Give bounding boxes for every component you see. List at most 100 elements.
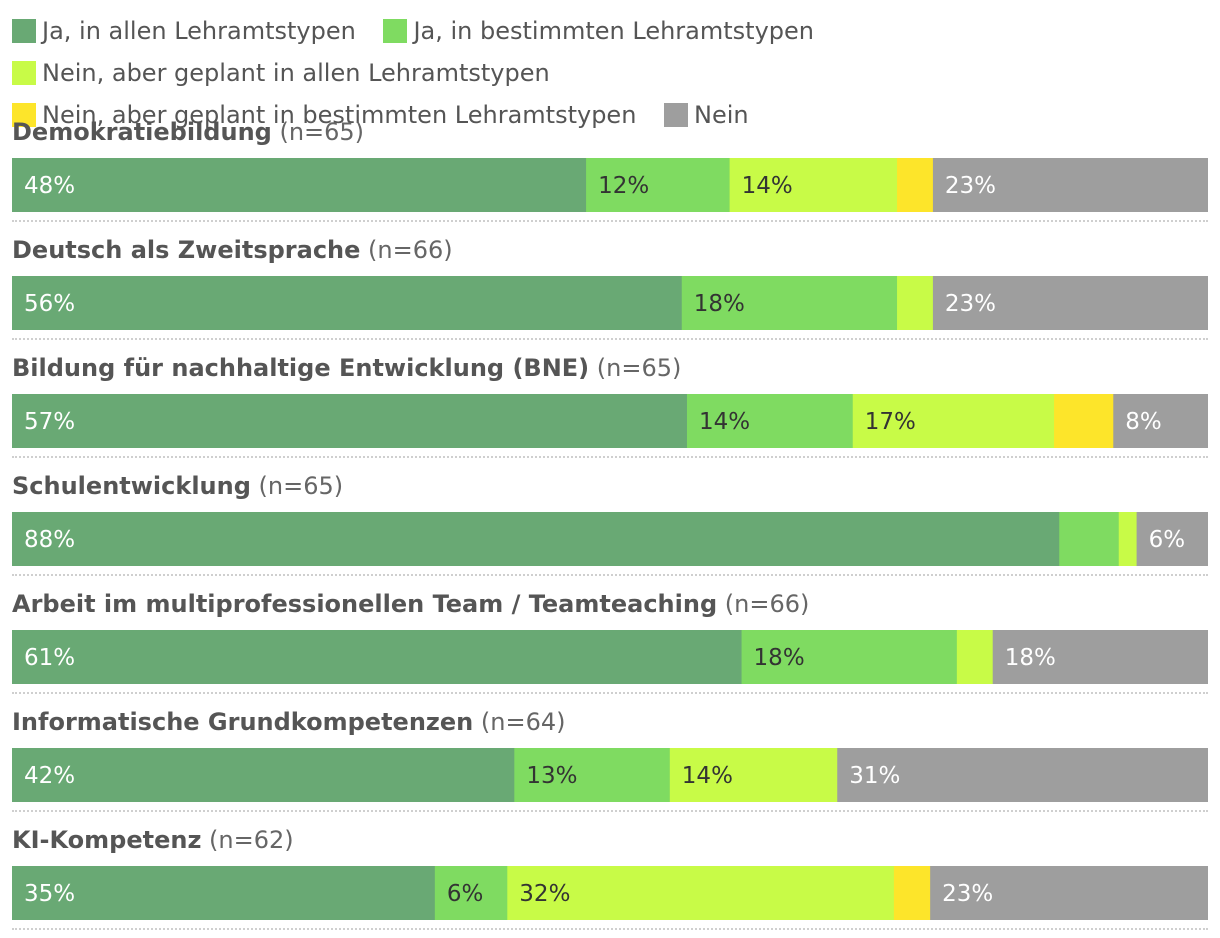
row-title: Informatische Grundkompetenzen (n=64)	[12, 708, 565, 736]
data-label: 48%	[24, 173, 75, 199]
legend: Ja, in allen Lehramtstypen Ja, in bestim…	[12, 10, 1208, 136]
sample-size-label: (n=66)	[717, 590, 810, 618]
legend-item: Ja, in bestimmten Lehramtstypen	[383, 10, 814, 52]
bar-segment	[586, 158, 731, 212]
category-label: Deutsch als Zweitsprache	[12, 236, 361, 264]
row-separator	[12, 220, 1208, 222]
sample-size-label: (n=65)	[250, 472, 344, 500]
legend-swatch	[12, 103, 36, 127]
sample-size-label: (n=65)	[271, 118, 365, 146]
row-title: Bildung für nachhaltige Entwicklung (BNE…	[12, 354, 681, 382]
legend-label: Nein, aber geplant in bestimmten Lehramt…	[42, 101, 637, 129]
legend-swatch	[664, 103, 689, 127]
bar-segment	[852, 394, 1055, 448]
category-label: Bildung für nachhaltige Entwicklung (BNE…	[12, 354, 590, 382]
row-separator	[12, 574, 1208, 576]
bar-segment	[1113, 394, 1208, 448]
data-label: 23%	[945, 291, 996, 317]
bar-segment	[729, 158, 898, 212]
legend-swatch	[383, 19, 408, 43]
bar-segment	[12, 394, 688, 448]
stacked-bar: 56% 18% 23%	[12, 276, 1208, 330]
row-title: KI-Kompetenz (n=62)	[12, 826, 294, 854]
bar-segment	[897, 158, 934, 212]
legend-swatch	[12, 19, 36, 43]
sample-size-label: (n=64)	[473, 708, 566, 736]
row-separator	[12, 456, 1208, 458]
stacked-bar: 88% 6%	[12, 512, 1208, 566]
row-separator	[12, 338, 1208, 340]
bar-segment	[992, 630, 1208, 684]
data-label: 14%	[742, 173, 793, 199]
stacked-bar: 35% 6% 32% 23%	[12, 866, 1208, 920]
bar-segment	[897, 276, 934, 330]
bar-segment	[932, 158, 1208, 212]
bar-segment	[741, 630, 958, 684]
data-label: 18%	[694, 291, 745, 317]
row-title: Arbeit im multiprofessionellen Team / Te…	[12, 590, 809, 618]
data-label: 23%	[942, 881, 993, 907]
chart-row: Demokratiebildung (n=65) 48% 12% 14% 23%	[12, 112, 1208, 230]
chart-row: KI-Kompetenz (n=62) 35% 6% 32% 23%	[12, 820, 1208, 938]
stacked-bar: 42% 13% 14% 31%	[12, 748, 1208, 802]
row-title: Schulentwicklung (n=65)	[12, 472, 343, 500]
data-label: 31%	[849, 763, 900, 789]
bar-segment	[893, 866, 931, 920]
row-title: Deutsch als Zweitsprache (n=66)	[12, 236, 453, 264]
chart-row: Informatische Grundkompetenzen (n=64) 42%…	[12, 702, 1208, 820]
legend-swatch	[12, 61, 36, 85]
data-label: 6%	[1149, 527, 1186, 553]
data-label: 17%	[865, 409, 916, 435]
data-label: 23%	[945, 173, 996, 199]
legend-item: Nein, aber geplant in bestimmten Lehramt…	[12, 94, 636, 136]
bar-segment	[1118, 512, 1138, 566]
bar-segment	[12, 866, 436, 920]
data-label: 18%	[754, 645, 805, 671]
data-label: 6%	[447, 881, 484, 907]
data-label: 61%	[24, 645, 75, 671]
stacked-bar: 48% 12% 14% 23%	[12, 158, 1208, 212]
category-label: Informatische Grundkompetenzen	[12, 708, 474, 736]
data-label: 14%	[682, 763, 733, 789]
row-separator	[12, 692, 1208, 694]
legend-item: Ja, in allen Lehramtstypen	[12, 10, 356, 52]
data-label: 32%	[519, 881, 570, 907]
data-label: 8%	[1125, 409, 1162, 435]
bar-segment	[669, 748, 838, 802]
category-label: Arbeit im multiprofessionellen Team / Te…	[12, 590, 718, 618]
sample-size-label: (n=66)	[360, 236, 453, 264]
bar-segment	[1136, 512, 1208, 566]
bar-segment	[12, 276, 683, 330]
bar-segment	[681, 276, 898, 330]
chart-row: Arbeit im multiprofessionellen Team / Te…	[12, 584, 1208, 702]
bar-segment	[12, 748, 515, 802]
legend-item: Nein, aber geplant in allen Lehramtstype…	[12, 52, 550, 94]
chart-rows: Demokratiebildung (n=65) 48% 12% 14% 23% Deut…	[12, 112, 1208, 938]
bar-segment	[12, 158, 587, 212]
category-label: KI-Kompetenz	[12, 826, 202, 854]
stacked-bar: 61% 18% 18%	[12, 630, 1208, 684]
data-label: 14%	[699, 409, 750, 435]
legend-item: Nein	[664, 94, 749, 136]
data-label: 88%	[24, 527, 75, 553]
row-separator	[12, 928, 1208, 930]
bar-segment	[12, 630, 743, 684]
bar-segment	[686, 394, 854, 448]
data-label: 35%	[24, 881, 75, 907]
category-label: Demokratiebildung	[12, 118, 272, 146]
legend-label: Ja, in bestimmten Lehramtstypen	[413, 17, 814, 45]
bar-segment	[932, 276, 1208, 330]
bar-segment	[956, 630, 994, 684]
bar-segment	[507, 866, 895, 920]
row-title: Demokratiebildung (n=65)	[12, 118, 364, 146]
data-label: 56%	[24, 291, 75, 317]
bar-segment	[837, 748, 1208, 802]
data-label: 42%	[24, 763, 75, 789]
row-separator	[12, 810, 1208, 812]
bar-segment	[514, 748, 671, 802]
legend-label: Ja, in allen Lehramtstypen	[42, 17, 356, 45]
legend-label: Nein, aber geplant in allen Lehramtstype…	[42, 59, 550, 87]
bar-segment	[12, 512, 1060, 566]
bar-segment	[434, 866, 508, 920]
data-label: 13%	[526, 763, 577, 789]
